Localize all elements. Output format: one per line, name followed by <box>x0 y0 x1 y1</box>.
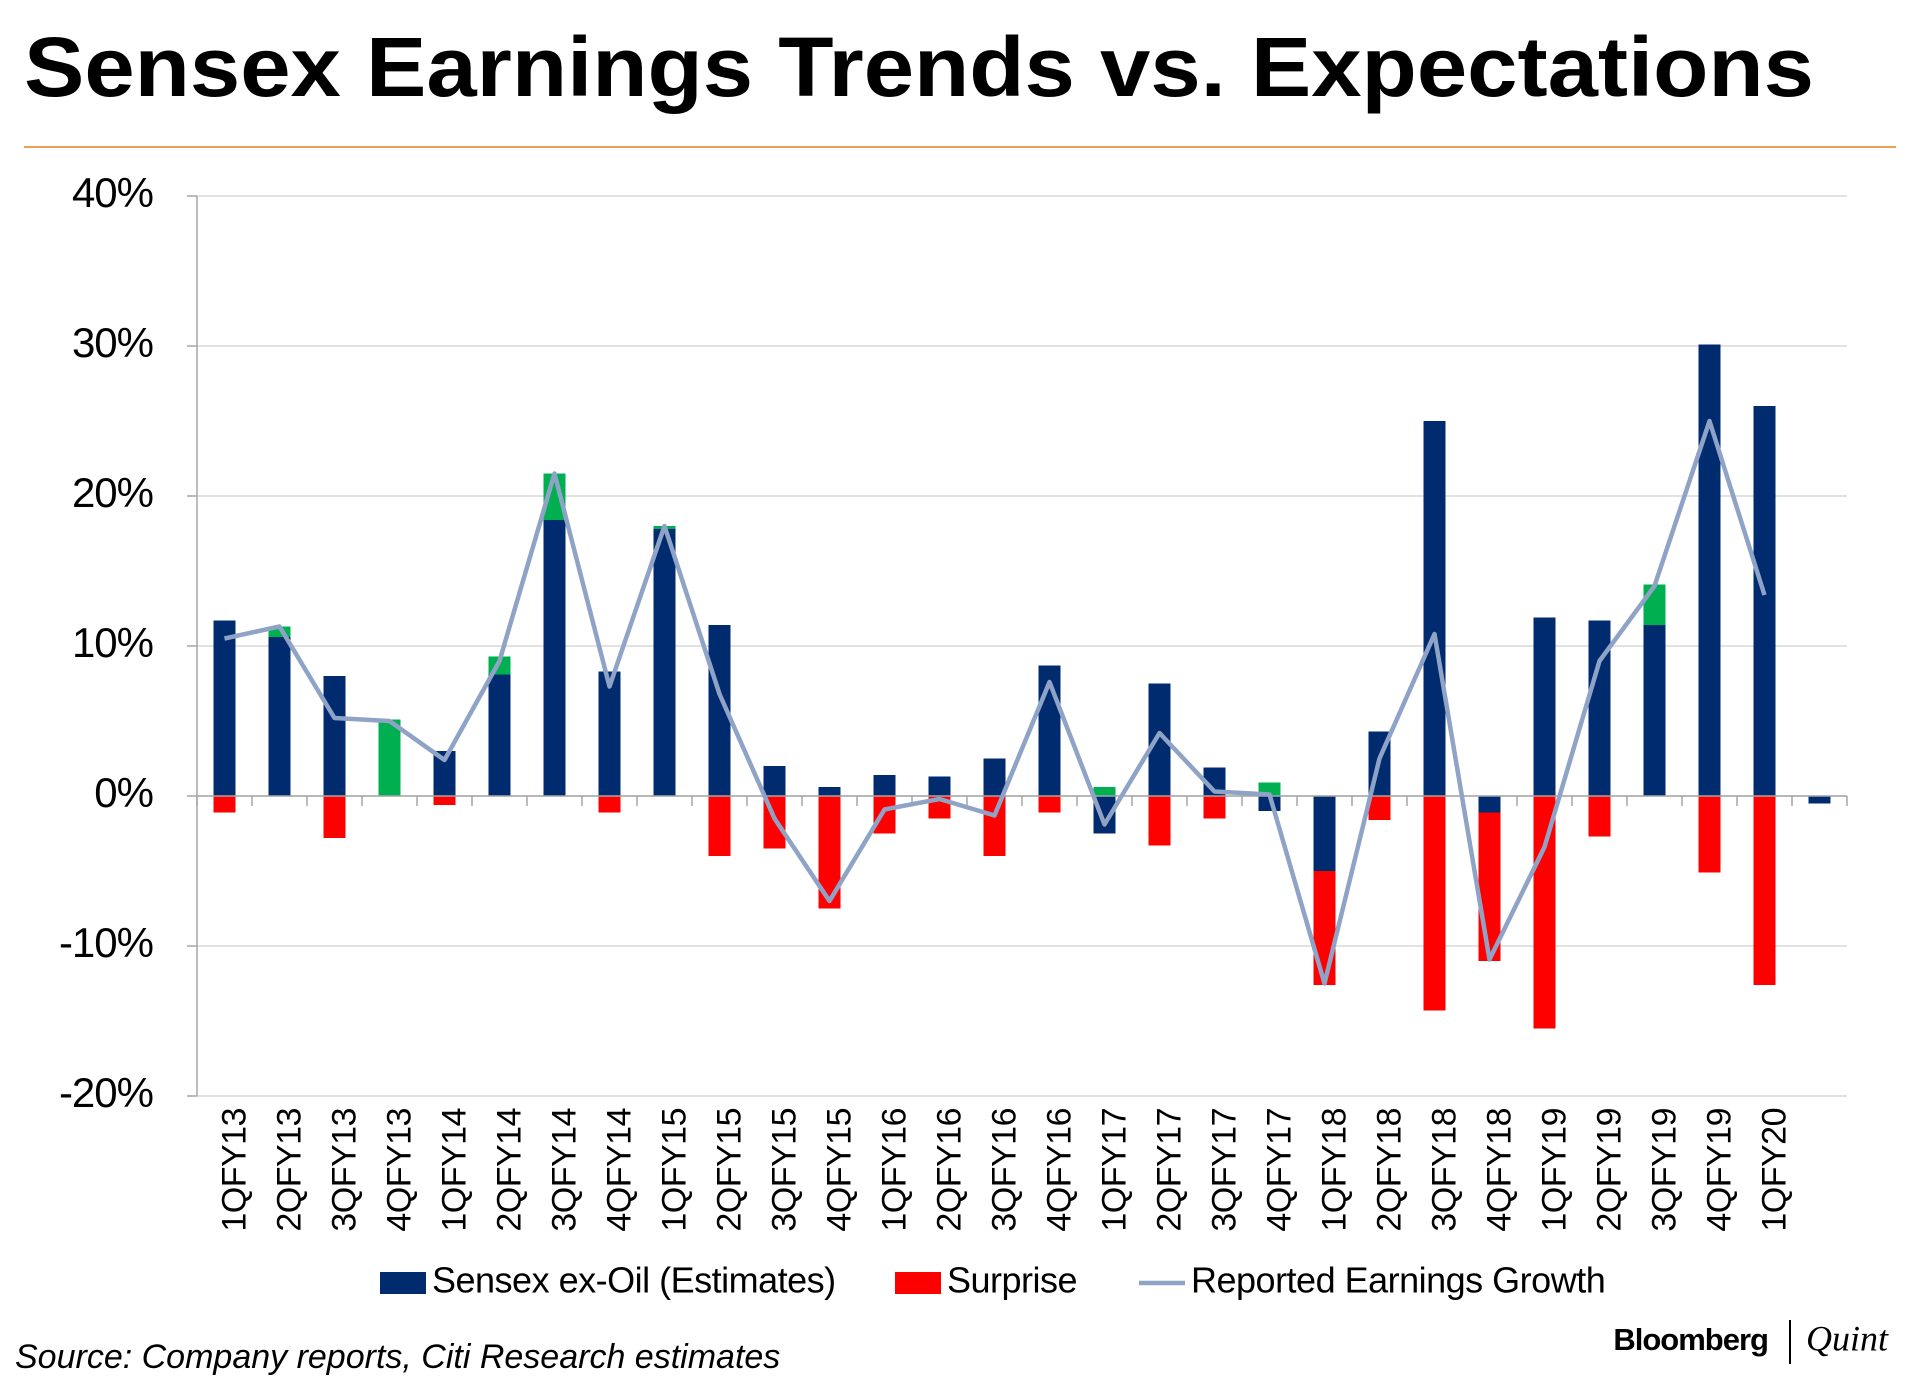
bar <box>1148 796 1171 846</box>
bar <box>1643 625 1666 796</box>
bar <box>983 758 1006 796</box>
bar <box>1478 796 1501 813</box>
x-tick-label: 1QFY18 <box>1315 1108 1353 1232</box>
bar <box>708 796 731 856</box>
legend-label: Sensex ex-Oil (Estimates) <box>432 1260 836 1301</box>
bar <box>1698 796 1721 873</box>
y-tick-label: 40% <box>72 169 153 216</box>
brand: Bloomberg <box>1613 1322 1768 1357</box>
bar <box>433 751 456 796</box>
bar <box>1423 796 1446 1011</box>
x-tick-label: 2QFY14 <box>490 1108 528 1232</box>
x-tick-label: 3QFY14 <box>545 1108 583 1232</box>
x-tick-label: 3QFY18 <box>1425 1108 1463 1232</box>
x-tick-label: 1QFY19 <box>1535 1108 1573 1232</box>
bar <box>378 719 401 796</box>
x-tick-label: 4QFY14 <box>600 1108 638 1232</box>
bar <box>598 796 621 813</box>
legend-swatch <box>380 1272 426 1294</box>
bar <box>213 620 236 796</box>
bar <box>1698 344 1721 796</box>
bar <box>1423 421 1446 796</box>
bar <box>1643 584 1666 625</box>
bar <box>928 776 951 796</box>
y-tick-label: -20% <box>59 1069 153 1116</box>
bar <box>873 796 896 834</box>
x-tick-label: 4QFY15 <box>820 1108 858 1232</box>
x-tick-label: 2QFY18 <box>1370 1108 1408 1232</box>
legend-label: Reported Earnings Growth <box>1191 1260 1605 1301</box>
legend-label: Surprise <box>947 1260 1077 1301</box>
x-tick-label: 2QFY15 <box>710 1108 748 1232</box>
bar <box>1533 617 1556 796</box>
x-tick-label: 2QFY13 <box>270 1108 308 1232</box>
x-tick-label: 1QFY16 <box>875 1108 913 1232</box>
bar <box>598 671 621 796</box>
x-tick-label: 2QFY19 <box>1590 1108 1628 1232</box>
x-tick-label: 3QFY19 <box>1645 1108 1683 1232</box>
bar <box>1313 796 1336 871</box>
line <box>224 418 1767 986</box>
brand-suffix: Quint <box>1806 1318 1889 1358</box>
x-tick-label: 4QFY16 <box>1040 1108 1078 1232</box>
x-tick-label: 1QFY20 <box>1755 1108 1793 1232</box>
y-tick-label: 30% <box>72 319 153 366</box>
y-tick-label: -10% <box>59 919 153 966</box>
bar <box>763 766 786 796</box>
bar <box>818 796 841 909</box>
legend-swatch <box>895 1272 941 1294</box>
bar <box>1533 796 1556 1029</box>
bar <box>1313 871 1336 985</box>
y-tick-label: 20% <box>72 469 153 516</box>
x-tick-label: 1QFY15 <box>655 1108 693 1232</box>
bar <box>1203 796 1226 819</box>
x-tick-label: 3QFY13 <box>325 1108 363 1232</box>
bar <box>983 796 1006 856</box>
bar <box>1368 796 1391 820</box>
x-tick-label: 3QFY16 <box>985 1108 1023 1232</box>
bar <box>268 626 291 637</box>
x-tick-label: 4QFY18 <box>1480 1108 1518 1232</box>
bar <box>213 796 236 813</box>
y-tick-label: 0% <box>94 769 153 816</box>
bar <box>1808 796 1831 804</box>
bar <box>268 637 291 796</box>
bar <box>1148 683 1171 796</box>
x-tick-label: 1QFY17 <box>1095 1108 1133 1232</box>
x-tick-label: 4QFY13 <box>380 1108 418 1232</box>
bar <box>1038 796 1061 813</box>
bar <box>433 796 456 805</box>
source-note: Source: Company reports, Citi Research e… <box>15 1338 780 1376</box>
bar <box>1588 620 1611 796</box>
x-tick-label: 3QFY15 <box>765 1108 803 1232</box>
bar <box>1753 796 1776 985</box>
x-tick-label: 4QFY17 <box>1260 1108 1298 1232</box>
bar <box>323 796 346 838</box>
bar <box>708 625 731 796</box>
y-tick-label: 10% <box>72 619 153 666</box>
x-tick-label: 4QFY19 <box>1700 1108 1738 1232</box>
x-tick-label: 1QFY13 <box>215 1108 253 1232</box>
bar <box>1588 796 1611 837</box>
bar <box>653 529 676 796</box>
x-tick-label: 2QFY17 <box>1150 1108 1188 1232</box>
bar <box>543 520 566 796</box>
chart-title: Sensex Earnings Trends vs. Expectations <box>24 20 1814 114</box>
bar <box>488 674 511 796</box>
x-tick-label: 2QFY16 <box>930 1108 968 1232</box>
bar <box>873 775 896 796</box>
x-tick-label: 1QFY14 <box>435 1108 473 1232</box>
bar <box>1753 406 1776 796</box>
bar <box>323 676 346 796</box>
bar <box>818 787 841 796</box>
bar <box>1093 787 1116 796</box>
x-tick-label: 3QFY17 <box>1205 1108 1243 1232</box>
